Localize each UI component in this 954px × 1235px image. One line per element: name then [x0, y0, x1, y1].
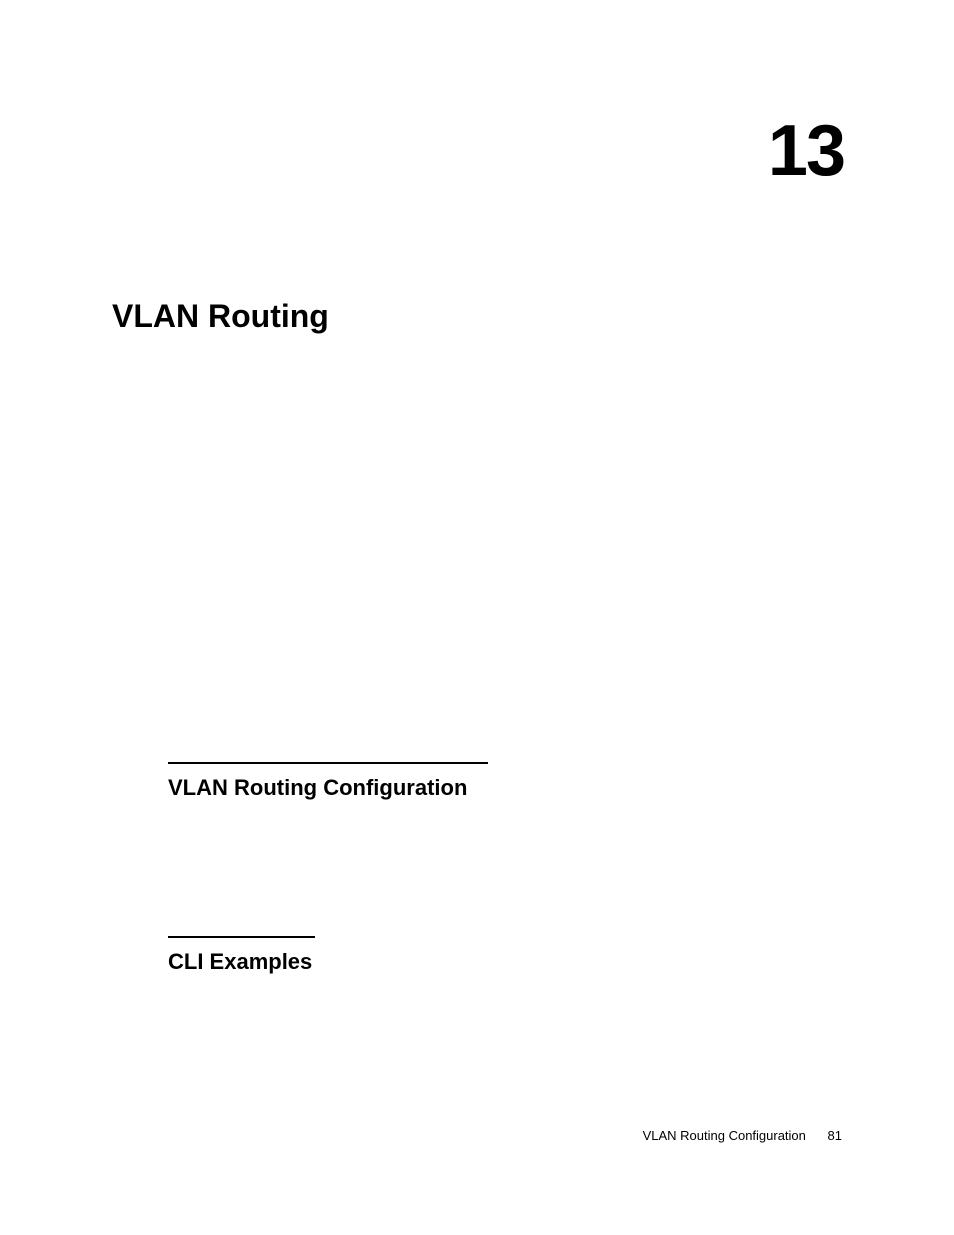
- footer-page-number: 81: [828, 1128, 842, 1143]
- page-footer: VLAN Routing Configuration 81: [643, 1128, 842, 1143]
- section-rule: [168, 762, 488, 764]
- chapter-number: 13: [768, 110, 844, 192]
- footer-text: VLAN Routing Configuration: [643, 1128, 806, 1143]
- section-rule: [168, 936, 315, 938]
- chapter-title: VLAN Routing: [112, 298, 329, 335]
- section-heading: CLI Examples: [168, 949, 312, 975]
- section-heading: VLAN Routing Configuration: [168, 775, 467, 801]
